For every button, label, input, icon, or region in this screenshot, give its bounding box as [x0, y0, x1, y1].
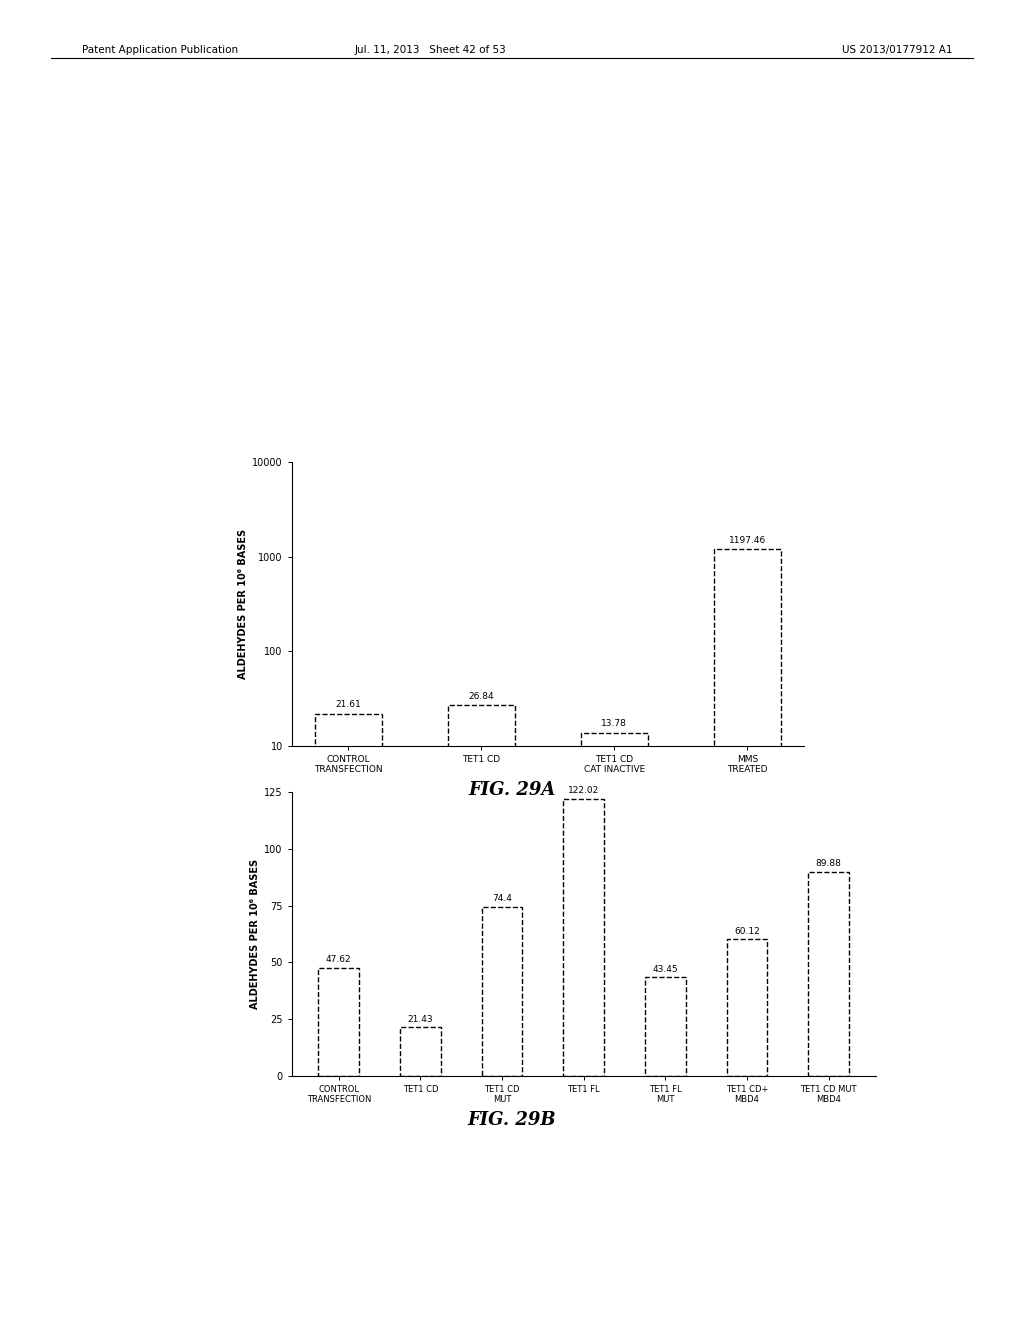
Text: US 2013/0177912 A1: US 2013/0177912 A1	[842, 45, 952, 55]
Bar	[714, 549, 780, 1320]
Text: FIG. 29A: FIG. 29A	[468, 781, 556, 800]
Text: 60.12: 60.12	[734, 927, 760, 936]
Bar	[563, 799, 604, 1076]
Text: 47.62: 47.62	[326, 956, 351, 965]
Text: Patent Application Publication: Patent Application Publication	[82, 45, 238, 55]
Y-axis label: ALDEHYDES PER 10⁶ BASES: ALDEHYDES PER 10⁶ BASES	[250, 859, 260, 1008]
Text: 26.84: 26.84	[469, 692, 495, 701]
Text: 89.88: 89.88	[816, 859, 842, 869]
Text: 21.43: 21.43	[408, 1015, 433, 1024]
Text: 21.61: 21.61	[336, 701, 361, 709]
Y-axis label: ALDEHYDES PER 10⁶ BASES: ALDEHYDES PER 10⁶ BASES	[238, 529, 248, 678]
Bar	[481, 907, 522, 1076]
Text: 43.45: 43.45	[652, 965, 678, 974]
Text: 1197.46: 1197.46	[729, 536, 766, 545]
Text: Jul. 11, 2013   Sheet 42 of 53: Jul. 11, 2013 Sheet 42 of 53	[354, 45, 506, 55]
Bar	[449, 705, 515, 1320]
Bar	[645, 977, 686, 1076]
Bar	[315, 714, 382, 1320]
Bar	[400, 1027, 440, 1076]
Bar	[318, 968, 359, 1076]
Text: FIG. 29B: FIG. 29B	[468, 1111, 556, 1130]
Bar	[727, 940, 767, 1076]
Bar	[808, 871, 849, 1076]
Bar	[581, 733, 647, 1320]
Text: 74.4: 74.4	[493, 895, 512, 903]
Text: 13.78: 13.78	[601, 719, 628, 727]
Text: 122.02: 122.02	[568, 787, 599, 796]
